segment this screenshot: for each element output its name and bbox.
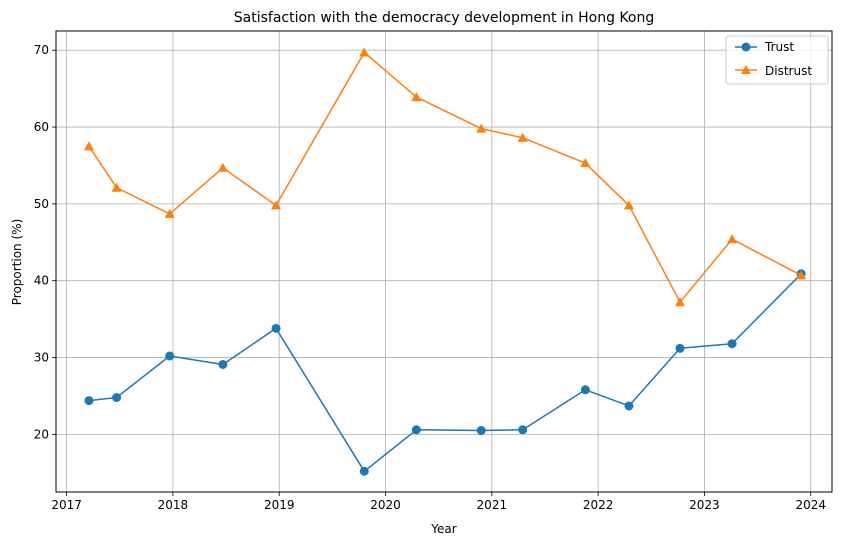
data-point-distrust — [623, 200, 634, 210]
x-axis-label: Year — [430, 522, 456, 536]
y-tick-label: 70 — [34, 43, 49, 57]
data-point-trust — [112, 392, 122, 402]
data-point-distrust — [580, 158, 591, 168]
data-point-distrust — [674, 297, 685, 307]
x-tick-label: 2023 — [689, 498, 720, 512]
legend: Trust Distrust — [725, 35, 829, 85]
y-tick-label: 60 — [34, 120, 49, 134]
legend-marker-distrust — [741, 65, 751, 74]
data-point-trust — [84, 396, 94, 406]
grid-lines — [56, 31, 832, 492]
data-point-distrust — [271, 200, 282, 210]
plot-frame — [55, 30, 833, 493]
chart-title: Satisfaction with the democracy developm… — [234, 10, 655, 26]
y-tick-label: 50 — [34, 197, 49, 211]
data-point-trust — [411, 425, 421, 435]
data-point-trust — [675, 343, 685, 353]
x-tick-label: 2024 — [795, 498, 826, 512]
data-point-trust — [580, 385, 590, 395]
y-tick-label: 20 — [34, 427, 49, 441]
y-tick-label: 40 — [34, 274, 49, 288]
data-point-distrust — [217, 162, 228, 172]
x-tick-label: 2021 — [477, 498, 508, 512]
data-point-trust — [165, 351, 175, 361]
data-point-trust — [359, 466, 369, 476]
data-point-distrust — [83, 141, 94, 151]
data-point-distrust — [727, 234, 738, 244]
x-tick-label: 2019 — [264, 498, 295, 512]
legend-label-distrust: Distrust — [765, 64, 812, 78]
legend-marker-trust — [741, 42, 751, 52]
data-point-distrust — [517, 132, 528, 142]
y-tick-label: 30 — [34, 351, 49, 365]
x-tick-label: 2018 — [158, 498, 189, 512]
series-line-distrust — [88, 51, 802, 303]
data-point-trust — [218, 359, 228, 369]
axis-ticks: 2017 2018 2019 2020 2021 2022 2023 2024 20 30 40 50… — [34, 43, 826, 512]
data-point-distrust — [111, 182, 122, 192]
y-axis-label: Proportion (%) — [10, 219, 24, 306]
data-point-trust — [476, 426, 486, 436]
series-line-trust — [88, 273, 802, 473]
x-tick-label: 2017 — [51, 498, 82, 512]
data-point-trust — [624, 401, 634, 411]
data-point-distrust — [411, 92, 422, 102]
x-tick-label: 2020 — [370, 498, 401, 512]
series-layer — [83, 47, 807, 476]
legend-box — [725, 35, 829, 85]
legend-label-trust: Trust — [764, 40, 794, 54]
data-point-distrust — [476, 123, 487, 133]
data-point-trust — [271, 323, 281, 333]
data-point-distrust — [796, 270, 807, 280]
x-tick-label: 2022 — [583, 498, 614, 512]
data-point-trust — [518, 425, 528, 435]
data-point-distrust — [164, 208, 175, 218]
data-point-distrust — [359, 47, 370, 57]
data-point-trust — [727, 339, 737, 349]
